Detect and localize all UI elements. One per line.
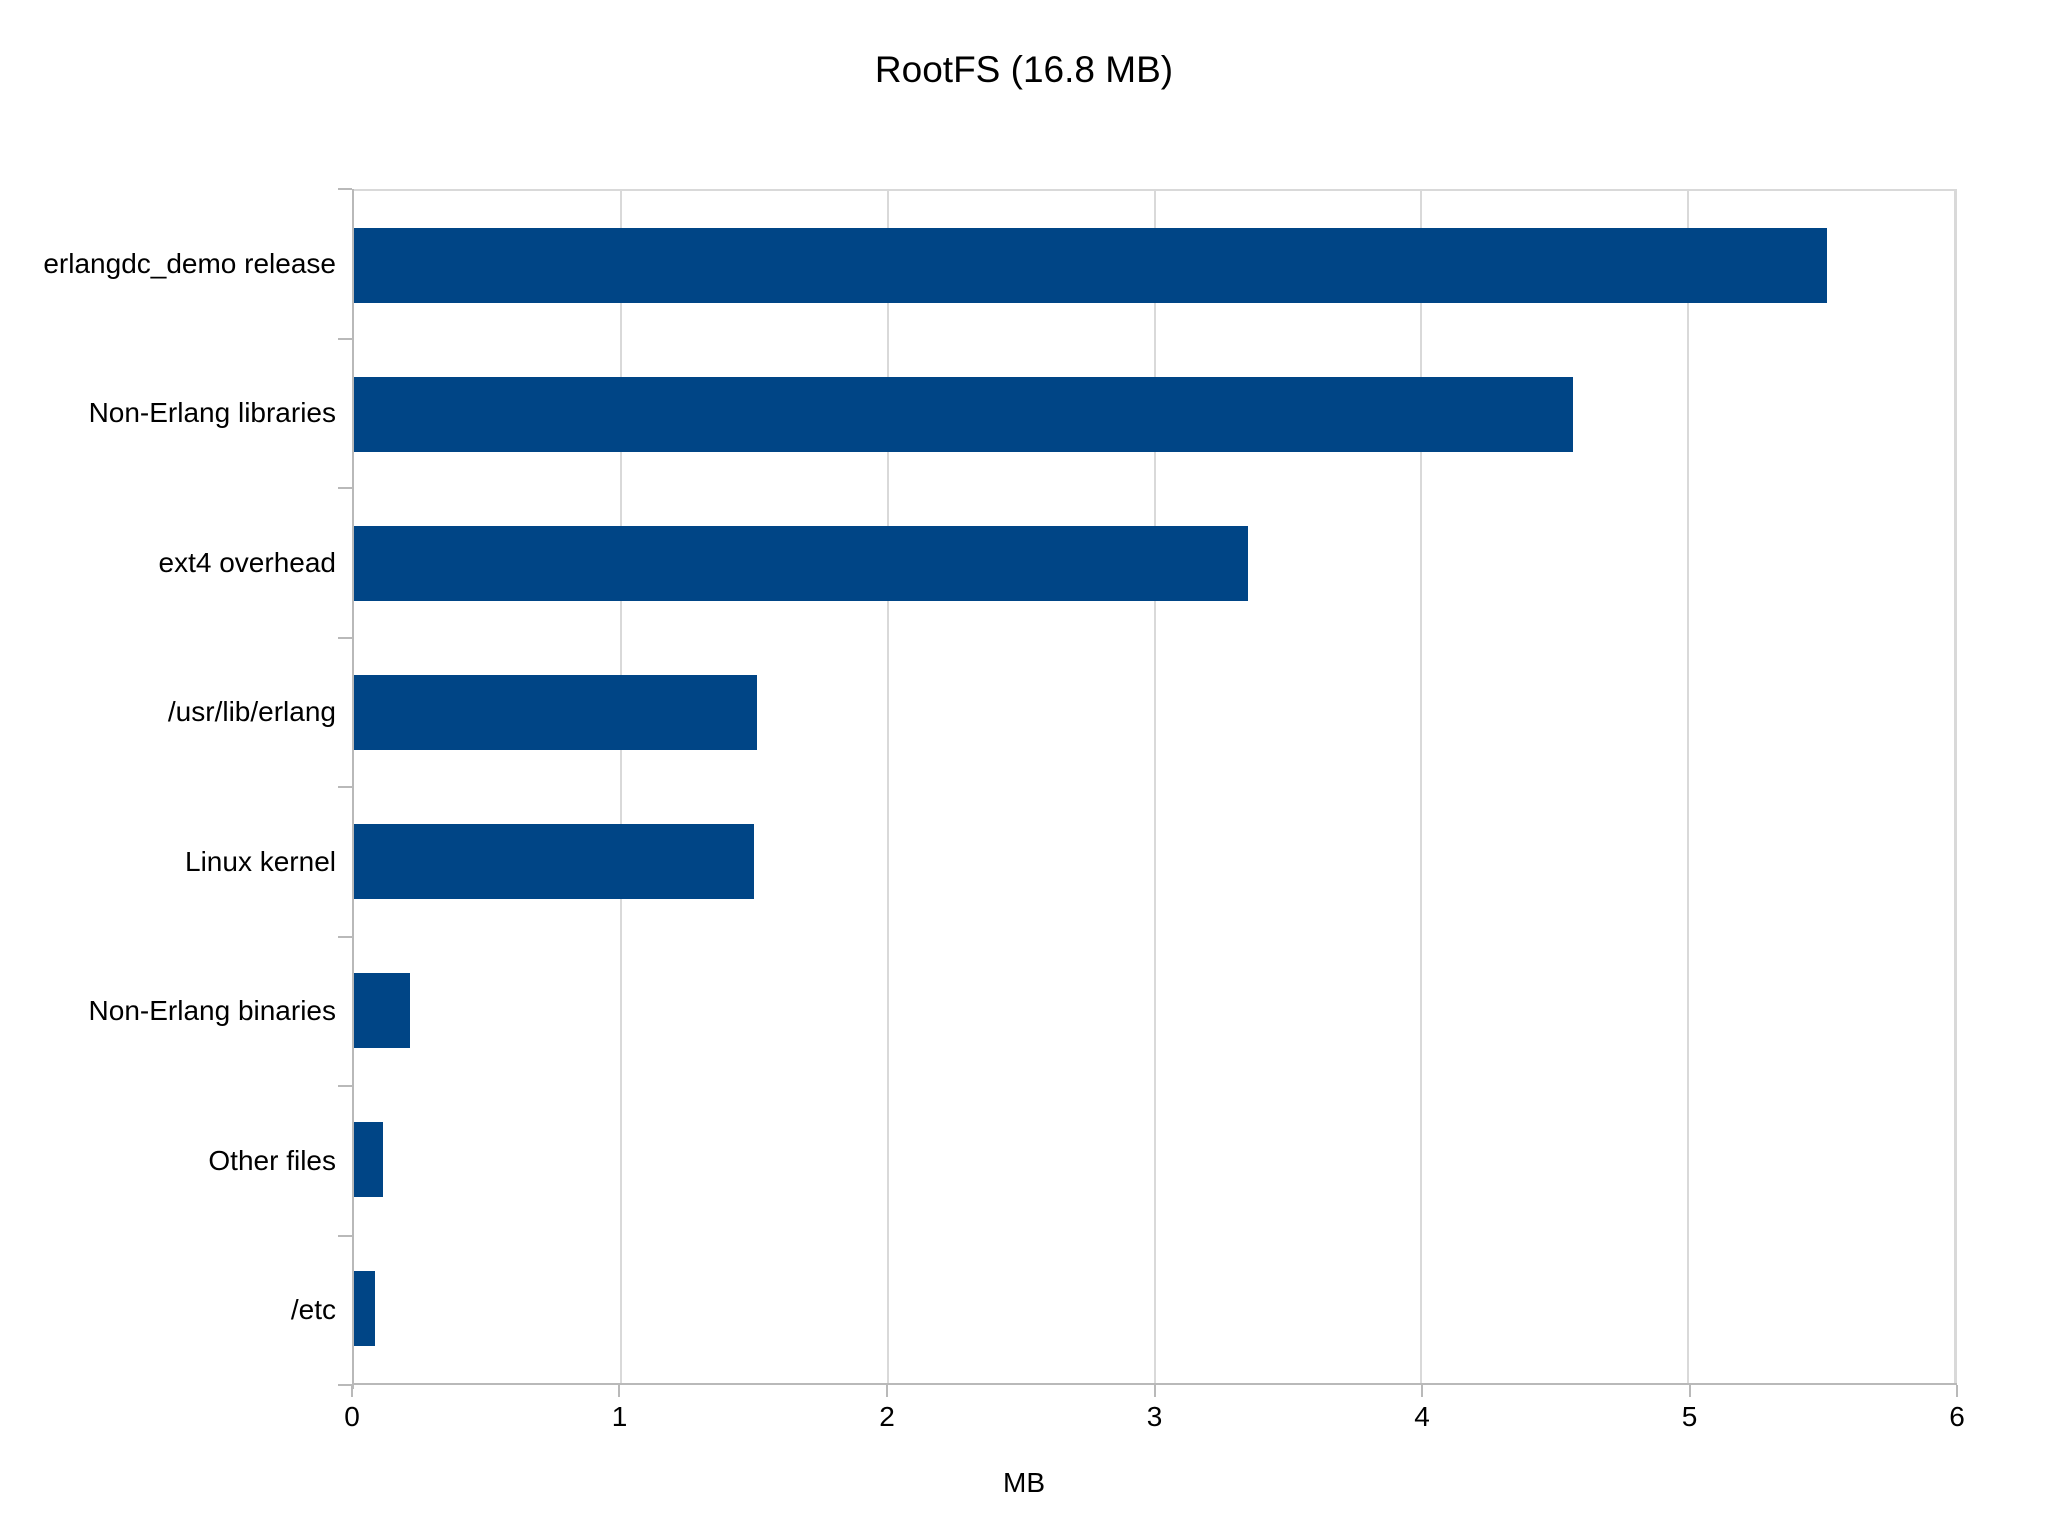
x-tick-label-1: 1: [611, 1401, 628, 1432]
bar-1: [354, 377, 1574, 452]
category-label-3: /usr/lib/erlang: [167, 696, 336, 728]
x-tick-label-2: 2: [879, 1401, 895, 1432]
category-label-4: Linux kernel: [185, 845, 336, 877]
x-tick-label-0: 0: [344, 1401, 360, 1432]
x-tick-3: [1153, 1385, 1156, 1397]
category-label-0: erlangdc_demo release: [43, 247, 336, 279]
gridline-x-6: [1954, 191, 1956, 1383]
category-boundary-ticks: [338, 188, 352, 1386]
x-axis-line: [352, 1383, 1957, 1385]
chart-title: RootFS (16.8 MB): [874, 49, 1174, 90]
plot-area: [352, 189, 1957, 1389]
category-boundary-tick-2: [338, 487, 352, 489]
gridline-x-5: [1687, 191, 1690, 1383]
bar-2: [354, 526, 1248, 601]
x-tick-5: [1688, 1385, 1691, 1397]
category-boundary-tick-5: [338, 935, 352, 938]
x-tick-4: [1420, 1385, 1423, 1397]
category-label-5: Non-Erlang binaries: [88, 995, 336, 1027]
category-boundary-tick-8: [338, 1384, 352, 1386]
x-tick-2: [885, 1385, 888, 1397]
x-tick-label-4: 4: [1414, 1401, 1430, 1432]
y-axis-line: [352, 189, 354, 1389]
category-label-2: ext4 overhead: [158, 546, 336, 578]
category-label-1: Non-Erlang libraries: [88, 397, 336, 429]
category-boundary-tick-0: [338, 188, 352, 190]
category-boundary-tick-6: [338, 1085, 352, 1087]
bar-4: [354, 824, 755, 899]
category-label-6: Other files: [208, 1144, 336, 1176]
bar-7: [354, 1271, 376, 1346]
category-axis-labels: erlangdc_demo release Non-Erlang librarie…: [0, 189, 336, 1385]
x-tick-label-3: 3: [1146, 1401, 1163, 1432]
bar-5: [354, 973, 411, 1048]
bar-6: [354, 1122, 384, 1197]
x-axis-ticks: 0 1 2 3 4 5 6: [344, 1385, 1965, 1485]
gridline-x-1: [619, 191, 622, 1383]
x-axis-title: MB: [1003, 1467, 1045, 1498]
category-boundary-tick-1: [338, 337, 352, 340]
gridline-x-3: [1153, 191, 1156, 1383]
x-tick-label-5: 5: [1681, 1401, 1698, 1432]
category-boundary-tick-3: [338, 636, 352, 639]
x-tick-0: [351, 1385, 353, 1397]
bar-3: [354, 675, 757, 750]
bar-0: [354, 228, 1827, 303]
category-label-7: /etc: [290, 1294, 336, 1326]
x-tick-label-6: 6: [1949, 1401, 1965, 1432]
x-tick-6: [1956, 1385, 1958, 1397]
category-boundary-tick-4: [338, 786, 352, 788]
gridline-x-4: [1420, 191, 1423, 1383]
gridline-x-2: [886, 191, 889, 1383]
x-tick-1: [618, 1385, 621, 1397]
category-boundary-tick-7: [338, 1234, 352, 1237]
